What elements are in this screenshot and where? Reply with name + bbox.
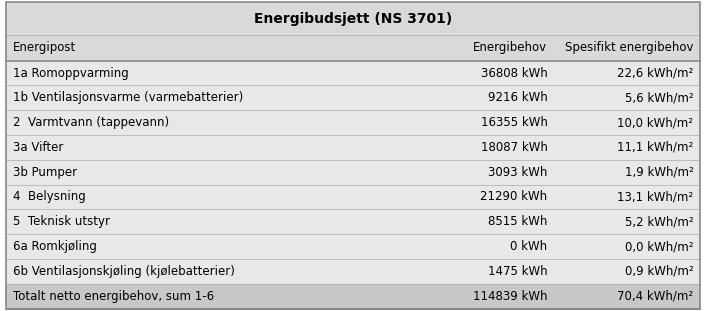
Text: 18087 kWh: 18087 kWh bbox=[481, 141, 547, 154]
Text: 1,9 kWh/m²: 1,9 kWh/m² bbox=[625, 166, 693, 179]
Text: 9216 kWh: 9216 kWh bbox=[488, 91, 547, 104]
Bar bbox=[6, 86, 700, 110]
Bar bbox=[6, 35, 700, 61]
Text: 0,9 kWh/m²: 0,9 kWh/m² bbox=[625, 265, 693, 278]
Text: 70,4 kWh/m²: 70,4 kWh/m² bbox=[617, 290, 693, 303]
Text: 22,6 kWh/m²: 22,6 kWh/m² bbox=[617, 67, 693, 80]
Bar bbox=[6, 184, 700, 209]
Text: Totalt netto energibehov, sum 1-6: Totalt netto energibehov, sum 1-6 bbox=[13, 290, 214, 303]
Bar bbox=[6, 110, 700, 135]
Text: 0 kWh: 0 kWh bbox=[510, 240, 547, 253]
Text: 6a Romkjøling: 6a Romkjøling bbox=[13, 240, 97, 253]
Text: 4  Belysning: 4 Belysning bbox=[13, 190, 85, 203]
Text: 16355 kWh: 16355 kWh bbox=[481, 116, 547, 129]
Text: 13,1 kWh/m²: 13,1 kWh/m² bbox=[617, 190, 693, 203]
Bar bbox=[6, 135, 700, 160]
Bar bbox=[6, 61, 700, 86]
Text: 6b Ventilasjonskjøling (kjølebatterier): 6b Ventilasjonskjøling (kjølebatterier) bbox=[13, 265, 234, 278]
Text: 0,0 kWh/m²: 0,0 kWh/m² bbox=[625, 240, 693, 253]
Text: 114839 kWh: 114839 kWh bbox=[473, 290, 547, 303]
Bar bbox=[6, 160, 700, 184]
Text: 3093 kWh: 3093 kWh bbox=[488, 166, 547, 179]
Text: Energipost: Energipost bbox=[13, 41, 76, 54]
Bar bbox=[6, 2, 700, 35]
Text: 5,2 kWh/m²: 5,2 kWh/m² bbox=[625, 215, 693, 228]
Text: 5,6 kWh/m²: 5,6 kWh/m² bbox=[625, 91, 693, 104]
Bar bbox=[6, 259, 700, 284]
Text: 1b Ventilasjonsvarme (varmebatterier): 1b Ventilasjonsvarme (varmebatterier) bbox=[13, 91, 243, 104]
Text: 2  Varmtvann (tappevann): 2 Varmtvann (tappevann) bbox=[13, 116, 169, 129]
Text: 1475 kWh: 1475 kWh bbox=[488, 265, 547, 278]
Bar bbox=[6, 209, 700, 234]
Text: Energibehov: Energibehov bbox=[473, 41, 547, 54]
Text: 3a Vifter: 3a Vifter bbox=[13, 141, 63, 154]
Text: Energibudsjett (NS 3701): Energibudsjett (NS 3701) bbox=[254, 12, 452, 26]
Bar bbox=[6, 234, 700, 259]
Text: 21290 kWh: 21290 kWh bbox=[480, 190, 547, 203]
Text: Spesifikt energibehov: Spesifikt energibehov bbox=[565, 41, 693, 54]
Text: 36808 kWh: 36808 kWh bbox=[481, 67, 547, 80]
Text: 1a Romoppvarming: 1a Romoppvarming bbox=[13, 67, 128, 80]
Text: 11,1 kWh/m²: 11,1 kWh/m² bbox=[617, 141, 693, 154]
Text: 3b Pumper: 3b Pumper bbox=[13, 166, 77, 179]
Text: 5  Teknisk utstyr: 5 Teknisk utstyr bbox=[13, 215, 109, 228]
Bar bbox=[6, 284, 700, 309]
Text: 8515 kWh: 8515 kWh bbox=[488, 215, 547, 228]
Text: 10,0 kWh/m²: 10,0 kWh/m² bbox=[617, 116, 693, 129]
